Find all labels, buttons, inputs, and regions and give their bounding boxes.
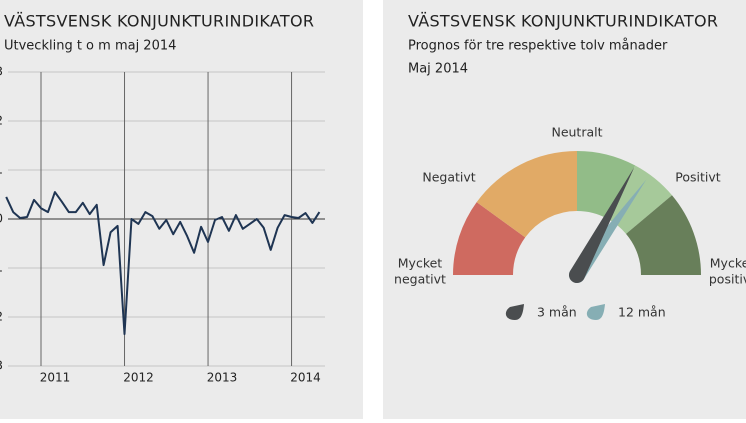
legend-icon bbox=[505, 304, 524, 320]
gauge-label: Mycket bbox=[398, 256, 443, 271]
chart-title: VÄSTSVENSK KONJUNKTURINDIKATOR bbox=[4, 12, 314, 31]
gauge-label: Mycket bbox=[710, 256, 746, 271]
needle bbox=[569, 167, 635, 283]
gauge-label: Negativt bbox=[422, 170, 475, 185]
gauge-label: negativt bbox=[394, 272, 446, 287]
y-tick-label: -3 bbox=[0, 359, 3, 373]
x-tick-label: 2011 bbox=[40, 371, 71, 385]
x-tick-label: 2012 bbox=[123, 371, 154, 385]
y-tick-label: 3 bbox=[0, 65, 3, 79]
legend-icon bbox=[586, 304, 605, 320]
gauge-segment bbox=[626, 195, 701, 275]
x-tick-label: 2013 bbox=[207, 371, 238, 385]
chart-subtitle: Utveckling t o m maj 2014 bbox=[4, 39, 176, 54]
y-tick-label: 2 bbox=[0, 114, 3, 128]
gauge-segment bbox=[476, 151, 577, 238]
y-tick-label: -1 bbox=[0, 261, 3, 275]
gauge bbox=[453, 151, 701, 283]
y-tick-label: 1 bbox=[0, 163, 3, 177]
left-panel bbox=[0, 0, 363, 419]
gauge-title: VÄSTSVENSK KONJUNKTURINDIKATOR bbox=[408, 12, 718, 31]
gauge-segment bbox=[607, 165, 672, 234]
gauge-label: Neutralt bbox=[551, 125, 602, 140]
gauge-label: Positivt bbox=[675, 170, 720, 185]
x-tick-label: 2014 bbox=[290, 371, 321, 385]
gauge-label: positivt bbox=[709, 272, 746, 287]
gauge-subtitle: Prognos för tre respektive tolv månader bbox=[408, 39, 668, 54]
gauge-segment bbox=[453, 202, 526, 275]
y-tick-label: -2 bbox=[0, 310, 3, 324]
gauge-date: Maj 2014 bbox=[408, 62, 468, 77]
gauge-segment bbox=[577, 151, 636, 219]
legend-label: 12 mån bbox=[618, 305, 666, 320]
y-tick-label: 0 bbox=[0, 212, 3, 226]
legend-label: 3 mån bbox=[537, 305, 577, 320]
line bbox=[5, 191, 321, 336]
